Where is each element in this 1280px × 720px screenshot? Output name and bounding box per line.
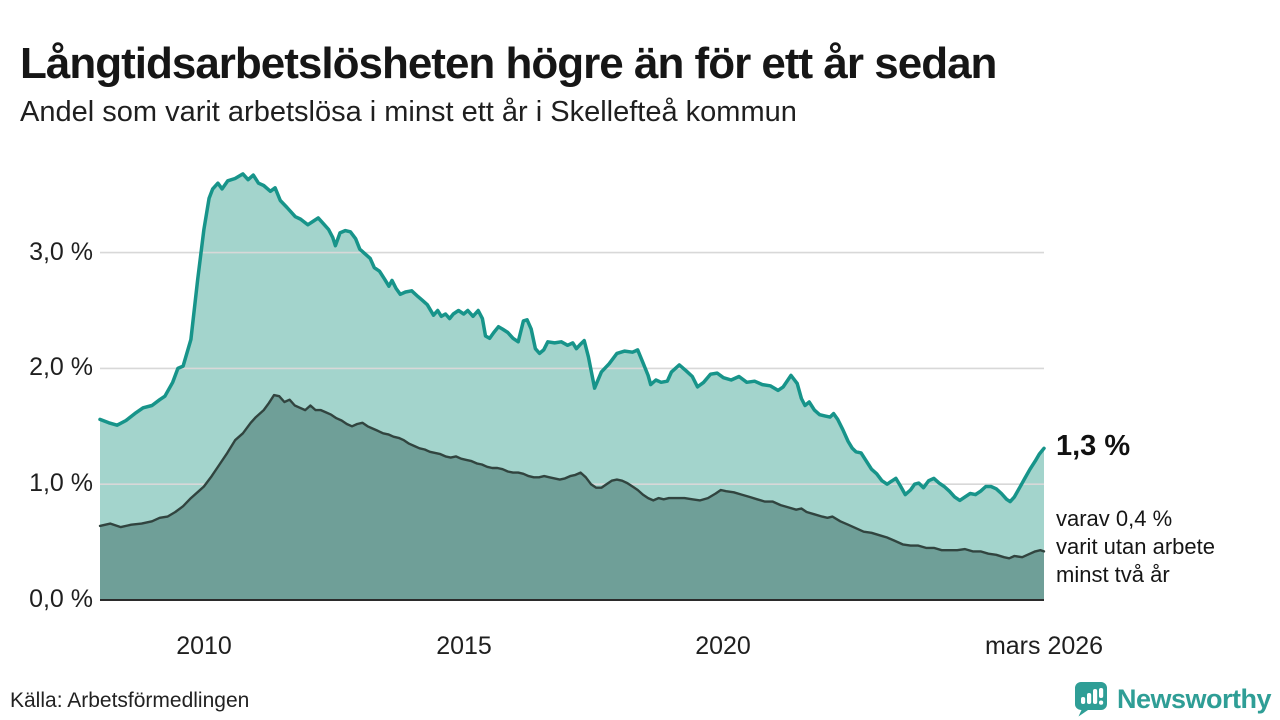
- endpoint-value-label: 1,3 %: [1056, 430, 1131, 462]
- y-axis-label-0: 0,0 %: [29, 585, 93, 613]
- x-axis-label-2015: 2015: [436, 632, 492, 660]
- page-subtitle: Andel som varit arbetslösa i minst ett å…: [20, 96, 797, 128]
- newsworthy-speech-bubble-chart-icon: [1074, 681, 1108, 717]
- series-two-year-area: [100, 395, 1044, 600]
- x-axis-label-2020: 2020: [695, 632, 751, 660]
- page-title: Långtidsarbetslösheten högre än för ett …: [20, 39, 997, 89]
- y-axis-label-2: 2,0 %: [29, 353, 93, 382]
- series-two-year-line: [98, 393, 1046, 560]
- endpoint-note-label: varav 0,4 % varit utan arbete minst två …: [1056, 506, 1215, 587]
- x-axis-label-mars-2026: mars 2026: [984, 632, 1104, 660]
- newsworthy-logo-link[interactable]: Newsworthy: [1074, 681, 1272, 717]
- x-axis-label-2010: 2010: [176, 632, 232, 660]
- series-one-year-line: [98, 172, 1046, 504]
- y-axis-label-1: 1,0 %: [29, 469, 93, 498]
- y-axis-label-3: 3,0 %: [29, 237, 93, 266]
- newsworthy-wordmark: Newsworthy: [1116, 683, 1272, 714]
- source-credit: Källa: Arbetsförmedlingen: [10, 689, 250, 712]
